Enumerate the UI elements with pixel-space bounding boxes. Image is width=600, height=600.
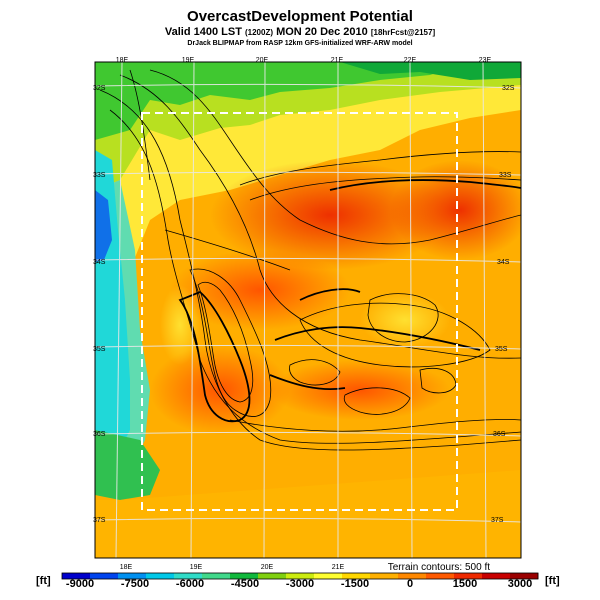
latlon-grid [94, 61, 522, 559]
blue-region [95, 190, 112, 262]
colorbar-tick-label: -7500 [120, 578, 150, 590]
lat-label-left: 32S [93, 85, 106, 92]
colorbar-segment [370, 573, 399, 579]
lat-label-right: 32S [502, 85, 515, 92]
hot-area-northeast [390, 160, 521, 260]
colorbar-tick-label: 3000 [507, 578, 533, 590]
colorbar-segment [230, 573, 259, 579]
colorbar-segment [174, 573, 203, 579]
colorbar-tick-label: -9000 [65, 578, 95, 590]
lon-label-top: 20E [256, 57, 269, 64]
valid-date: MON 20 Dec 2010 [276, 26, 368, 38]
valid-time-utc: (1200Z) [244, 28, 273, 37]
model-description: DrJack BLIPMAP from RASP 12km GFS-initia… [187, 40, 413, 47]
colorbar-tick-label: 1500 [452, 578, 478, 590]
lon-label-top: 19E [182, 57, 195, 64]
lon-label-bottom: 18E [120, 564, 133, 571]
colorbar-segment [342, 573, 371, 579]
lat-label-right: 33S [499, 172, 512, 179]
lon-label-top: 18E [116, 57, 129, 64]
colorbar-segment [62, 573, 91, 579]
colorbar-unit-left: [ft] [36, 575, 51, 587]
colorbar-segment [146, 573, 175, 579]
inner-domain-boundary [141, 112, 458, 511]
colorbar-tick-label: -3000 [285, 578, 315, 590]
colorbar-tick-label: 0 [406, 578, 414, 590]
green-region [95, 62, 470, 140]
colorbar-segment [286, 573, 315, 579]
colorbar-segment [510, 573, 539, 579]
colorbar-segment [426, 573, 455, 579]
valid-time: Valid 1400 LST (1200Z) MON 20 Dec 2010 [… [0, 26, 600, 38]
green-region-sw [95, 430, 160, 500]
colorbar-frame [61, 572, 539, 580]
colorbar-tick-label: -1500 [340, 578, 370, 590]
darkgreen-region-ne [340, 62, 521, 80]
lon-label-top: 23E [479, 57, 492, 64]
colorbar-tick-label: -6000 [175, 578, 205, 590]
colorbar-segment [258, 573, 287, 579]
colorbar-segment [314, 573, 343, 579]
lat-label-left: 34S [93, 259, 106, 266]
field-layer [95, 62, 521, 558]
colorbar-segment [202, 573, 231, 579]
valid-time-main: Valid 1400 LST [164, 26, 242, 38]
lat-label-right: 36S [493, 431, 506, 438]
colorbar-segment [118, 573, 147, 579]
lon-label-top: 21E [331, 57, 344, 64]
lon-label-bottom: 19E [190, 564, 203, 571]
lat-label-left: 36S [93, 431, 106, 438]
colorbar-segment [482, 573, 511, 579]
lat-label-left: 35S [93, 346, 106, 353]
plot-frame [94, 61, 522, 559]
colorbar-segment [454, 573, 483, 579]
hot-area-north [210, 160, 450, 270]
terrain-contour-note: Terrain contours: 500 ft [388, 562, 490, 573]
lon-label-bottom: 21E [332, 564, 345, 571]
lon-label-bottom: 20E [261, 564, 274, 571]
colorbar-unit-right: [ft] [545, 575, 560, 587]
lon-label-top: 22E [404, 57, 417, 64]
lat-label-right: 35S [495, 346, 508, 353]
cool-area-west [160, 285, 200, 365]
colorbar-tick-label: -4500 [230, 578, 260, 590]
forecast-hour: [18hrFcst@2157] [370, 28, 436, 37]
south-orange-region [95, 470, 521, 558]
lat-label-right: 34S [497, 259, 510, 266]
lat-label-left: 37S [93, 517, 106, 524]
colorbar-segment [90, 573, 119, 579]
lat-label-right: 37S [491, 517, 504, 524]
colorbar [62, 573, 539, 579]
colorbar-segment [398, 573, 427, 579]
lat-label-left: 33S [93, 172, 106, 179]
map-title: OvercastDevelopment Potential [187, 8, 413, 25]
